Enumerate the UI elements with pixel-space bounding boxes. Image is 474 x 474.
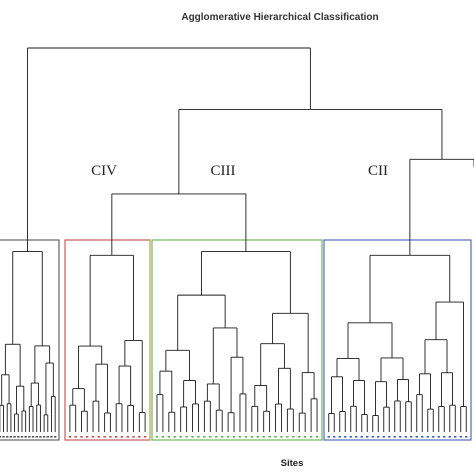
x-axis-label: Sites: [281, 458, 304, 469]
cii-leaf-tick: [410, 436, 413, 438]
cii-leaf-tick: [349, 436, 352, 438]
ciii-leaf-tick: [220, 436, 224, 438]
cii-leaf-tick: [388, 436, 391, 438]
ciii-leaf-tick: [303, 436, 307, 438]
ciii-leaf-tick: [203, 436, 206, 438]
cii-leaf-tick: [333, 436, 336, 438]
ciii-leaf-tick: [298, 436, 301, 438]
cv-leaf-tick: [39, 436, 42, 438]
cii-leaf-tick: [443, 436, 446, 438]
cv-leaf-tick: [2, 436, 5, 438]
cii-leaf-tick: [426, 436, 429, 438]
ciii-leaf-tick: [268, 436, 271, 438]
cluster-label-cii: CII: [368, 163, 388, 179]
cii-leaf-tick: [399, 436, 402, 438]
civ-leaf-tick: [143, 436, 147, 438]
ciii-leaf-tick: [280, 436, 283, 438]
ciii-leaf-tick: [167, 436, 171, 438]
leaf-labels: [0, 436, 468, 438]
ciii-leaf-tick: [191, 436, 194, 438]
civ-leaf-tick: [80, 436, 83, 438]
civ-leaf-tick: [126, 436, 129, 438]
ciii-leaf-tick: [197, 436, 200, 438]
cii-leaf-tick: [393, 436, 396, 438]
cv-leaf-tick: [13, 436, 16, 438]
ciii-leaf-tick: [185, 436, 188, 438]
ciii-leaf-tick: [315, 436, 319, 438]
ciii-leaf-tick: [292, 436, 295, 438]
ciii-leaf-tick: [244, 436, 248, 438]
cv-leaf-tick: [50, 436, 53, 438]
ciii-leaf-tick: [309, 436, 313, 438]
civ-leaf-tick: [138, 436, 141, 438]
cv-leaf-tick: [42, 436, 46, 438]
ciii-leaf-tick: [155, 436, 159, 438]
cii-leaf-tick: [371, 436, 374, 438]
ciii-leaf-tick: [209, 436, 212, 438]
cv-leaf-tick: [24, 436, 27, 438]
cv-leaf-tick: [35, 436, 38, 438]
cii-leaf-tick: [355, 436, 358, 438]
cii-leaf-tick: [360, 436, 363, 438]
cii-leaf-tick: [377, 436, 380, 438]
ciii-leaf-tick: [286, 436, 289, 438]
cii-leaf-tick: [448, 436, 451, 438]
cii-leaf-tick: [415, 436, 418, 438]
cii-leaf-tick: [366, 436, 369, 438]
civ-leaf-tick: [103, 436, 106, 438]
cii-leaf-tick: [454, 436, 457, 438]
cii-leaf-tick: [327, 436, 330, 438]
ciii-leaf-tick: [256, 436, 259, 438]
cv-leaf-tick: [20, 436, 24, 438]
civ-leaf-tick: [74, 436, 77, 438]
civ-leaf-tick: [109, 436, 112, 438]
cii-leaf-tick: [459, 436, 462, 438]
ciii-leaf-tick: [215, 436, 218, 438]
ciii-leaf-tick: [238, 436, 242, 438]
cv-leaf-tick: [46, 436, 49, 438]
civ-leaf-tick: [68, 436, 72, 438]
ciii-leaf-tick: [274, 436, 277, 438]
civ-leaf-tick: [132, 436, 135, 438]
civ-leaf-tick: [120, 436, 124, 438]
ciii-leaf-tick: [179, 436, 182, 438]
cv-leaf-tick: [17, 436, 20, 438]
civ-leaf-tick: [114, 436, 118, 438]
ciii-leaf-tick: [232, 436, 236, 438]
cii-leaf-tick: [432, 436, 435, 438]
cii-leaf-tick: [421, 436, 424, 438]
cii-leaf-tick: [382, 436, 385, 438]
civ-leaf-tick: [86, 436, 89, 438]
ciii-leaf-tick: [161, 436, 165, 438]
ciii-leaf-tick: [226, 436, 230, 438]
chart-title: Agglomerative Hierarchical Classificatio…: [181, 12, 378, 23]
cii-leaf-tick: [344, 436, 347, 438]
civ-leaf-tick: [97, 436, 101, 438]
cii-leaf-tick: [437, 436, 440, 438]
cv-leaf-tick: [6, 436, 9, 438]
cv-leaf-tick: [53, 436, 57, 438]
cluster-label-civ: CIV: [91, 163, 117, 179]
cii-leaf-tick: [465, 436, 468, 438]
ciii-leaf-tick: [250, 436, 254, 438]
civ-leaf-tick: [91, 436, 95, 438]
cluster-label-ciii: CIII: [211, 163, 236, 179]
cv-leaf-tick: [28, 436, 31, 438]
cv-leaf-tick: [31, 436, 35, 438]
ciii-leaf-tick: [262, 436, 265, 438]
cluster-box-cii: [323, 239, 472, 441]
cv-leaf-tick: [0, 436, 2, 438]
ciii-leaf-tick: [173, 436, 176, 438]
cii-leaf-tick: [338, 436, 341, 438]
cv-leaf-tick: [9, 436, 13, 438]
cii-leaf-tick: [404, 436, 407, 438]
cluster-box-ciii: [151, 239, 323, 441]
cluster-boxes: [0, 239, 472, 441]
dendrogram-links: [0, 47, 474, 432]
